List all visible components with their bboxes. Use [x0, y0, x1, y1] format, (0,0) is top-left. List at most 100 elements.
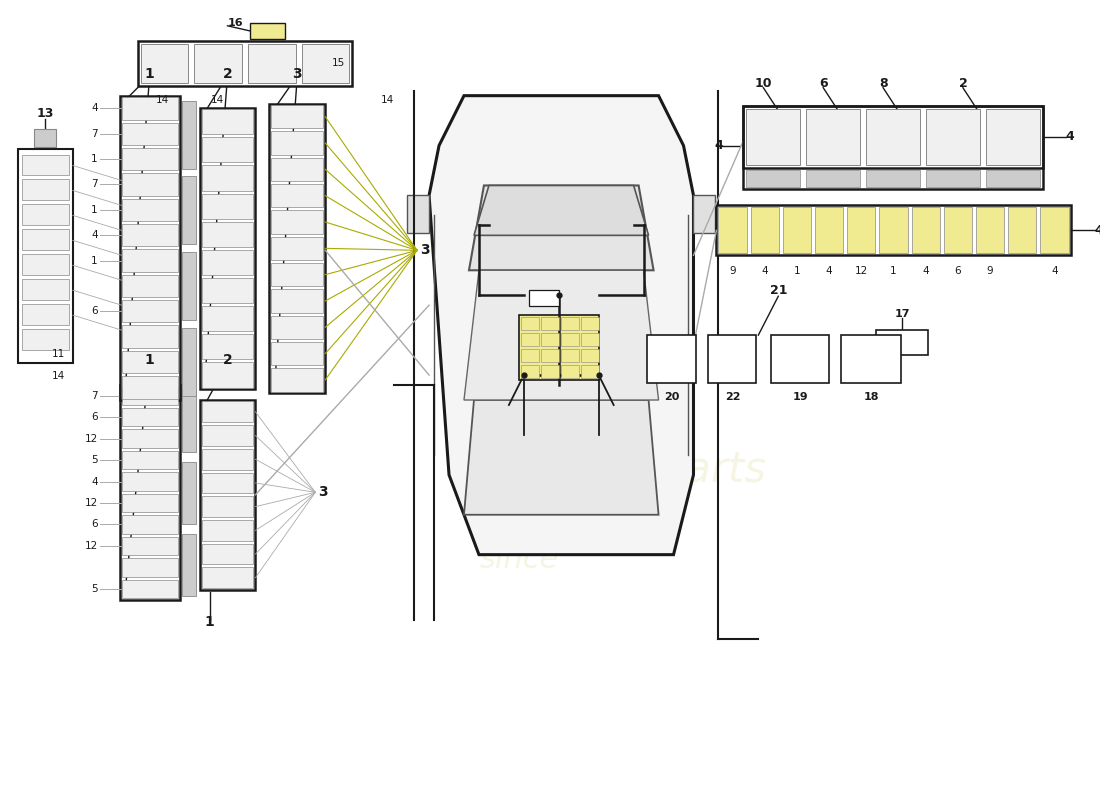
Text: 1: 1	[91, 255, 98, 266]
Bar	[986, 170, 1040, 187]
Bar	[22, 279, 69, 300]
Bar	[842, 335, 901, 383]
Bar	[912, 207, 939, 254]
Bar	[201, 520, 253, 541]
Polygon shape	[474, 186, 649, 235]
Bar	[581, 317, 598, 330]
Text: 4: 4	[91, 230, 98, 240]
Bar	[1041, 207, 1069, 254]
Text: 1: 1	[793, 266, 801, 276]
Bar	[201, 473, 253, 494]
Text: 12: 12	[85, 498, 98, 508]
Text: 4: 4	[826, 266, 833, 276]
Text: 2: 2	[958, 77, 967, 90]
Bar	[248, 44, 296, 82]
Polygon shape	[464, 270, 659, 400]
Bar	[272, 184, 323, 207]
Text: 3: 3	[293, 66, 303, 81]
Bar	[541, 365, 559, 378]
Bar	[195, 44, 242, 82]
Bar	[926, 170, 980, 187]
Bar	[122, 408, 177, 426]
Bar	[407, 195, 429, 234]
Bar	[201, 166, 253, 190]
Text: 7: 7	[91, 179, 98, 190]
Bar	[201, 278, 253, 303]
Bar	[747, 170, 801, 187]
Text: 5: 5	[91, 455, 98, 465]
Bar	[201, 496, 253, 517]
Text: 4: 4	[91, 477, 98, 486]
Text: 11: 11	[52, 350, 65, 359]
Text: 6: 6	[91, 306, 98, 316]
Bar	[272, 342, 323, 366]
Text: 14: 14	[52, 370, 65, 381]
Bar	[122, 515, 177, 534]
Text: 2: 2	[222, 353, 232, 367]
Text: a: a	[517, 330, 601, 450]
Bar	[22, 304, 69, 325]
Bar	[561, 365, 579, 378]
Bar	[272, 210, 323, 234]
Text: 12: 12	[855, 266, 868, 276]
Bar	[541, 333, 559, 346]
Bar	[718, 207, 747, 254]
Bar	[926, 109, 980, 165]
Bar	[879, 207, 908, 254]
Bar	[301, 44, 349, 82]
Bar	[201, 250, 253, 275]
Text: 18: 18	[864, 392, 879, 402]
Bar	[122, 537, 177, 555]
Bar	[201, 567, 253, 588]
Text: 9: 9	[987, 266, 993, 276]
Bar	[199, 400, 255, 590]
Text: 6: 6	[818, 77, 827, 90]
Bar	[201, 138, 253, 162]
Bar	[541, 349, 559, 362]
Bar	[122, 494, 177, 512]
Bar	[22, 329, 69, 350]
Bar	[201, 362, 253, 387]
Bar	[581, 365, 598, 378]
Bar	[22, 254, 69, 275]
Bar	[750, 207, 779, 254]
Text: 4: 4	[1052, 266, 1058, 276]
Text: 1: 1	[145, 353, 154, 367]
Bar	[251, 23, 285, 38]
Bar	[876, 330, 928, 355]
Bar	[270, 104, 326, 393]
Text: 6: 6	[91, 412, 98, 422]
Text: 2: 2	[222, 66, 232, 81]
Text: 3: 3	[319, 486, 328, 499]
Text: 7: 7	[91, 129, 98, 138]
Text: 6: 6	[91, 519, 98, 530]
Bar	[122, 430, 177, 448]
Bar	[201, 402, 253, 422]
Bar	[122, 376, 177, 398]
Bar	[521, 349, 539, 362]
Text: 4: 4	[1065, 130, 1074, 143]
Text: 3: 3	[420, 243, 430, 258]
Bar	[561, 349, 579, 362]
Bar	[581, 333, 598, 346]
Bar	[122, 558, 177, 577]
Text: 7: 7	[91, 390, 98, 401]
Bar	[201, 109, 253, 134]
Bar	[182, 101, 196, 169]
Bar	[22, 205, 69, 226]
Bar	[866, 170, 920, 187]
Text: 5: 5	[91, 584, 98, 594]
Text: 14: 14	[211, 94, 224, 105]
Bar	[693, 195, 715, 234]
Bar	[521, 317, 539, 330]
Bar	[122, 174, 177, 196]
Bar	[122, 326, 177, 348]
Bar	[122, 122, 177, 145]
Bar	[182, 534, 196, 595]
Bar	[944, 207, 972, 254]
Text: 4: 4	[761, 266, 768, 276]
Bar	[744, 106, 1043, 167]
Polygon shape	[464, 400, 659, 514]
Bar	[201, 222, 253, 247]
Bar	[122, 472, 177, 491]
